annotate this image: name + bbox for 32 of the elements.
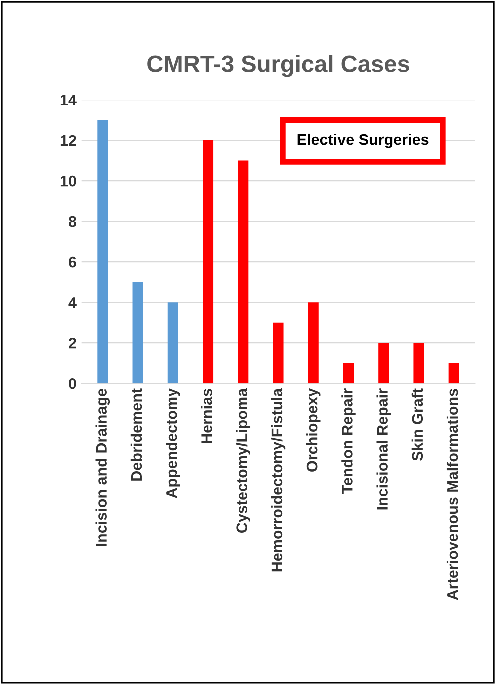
y-tick-label: 12 — [60, 135, 76, 146]
x-tick-label: Hemorroidectomy/Fistula — [271, 388, 286, 572]
bar — [448, 363, 460, 384]
annotation: Elective Surgeries — [298, 134, 429, 148]
x-tick-label: Tendon Repair — [342, 388, 356, 494]
bar — [308, 302, 319, 384]
bar — [378, 343, 390, 384]
x-tick-label: Orchiopexy — [306, 388, 321, 472]
x-tick-label: Debridement — [130, 388, 142, 481]
x-tick-label: Appendectomy — [166, 388, 180, 498]
bar — [203, 140, 214, 384]
bar — [168, 302, 178, 384]
bar — [98, 120, 108, 384]
bar — [132, 282, 144, 384]
bar — [343, 363, 354, 384]
chart-title: CMRT-3 Surgical Cases — [148, 55, 410, 78]
y-tick-label: 10 — [60, 176, 76, 187]
y-tick-label: 4 — [68, 298, 77, 308]
x-tick-label: Cystectomy/Lipoma — [236, 388, 251, 533]
x-tick-label: Incision and Drainage — [96, 388, 110, 546]
bar — [414, 343, 424, 384]
x-tick-label: Incisional Repair — [376, 388, 391, 510]
y-tick-label: 14 — [60, 95, 77, 106]
bar — [238, 160, 249, 384]
x-tick-label: Arteriovenous Malformations — [446, 389, 458, 600]
bar — [273, 322, 284, 384]
y-tick-label: 6 — [69, 256, 76, 268]
x-tick-label: Skin Graft — [412, 388, 424, 462]
y-tick-label: 0 — [69, 378, 76, 390]
y-tick-label: 2 — [69, 338, 76, 349]
y-tick-label: 8 — [68, 216, 77, 228]
x-tick-label: Hernias — [201, 389, 212, 444]
